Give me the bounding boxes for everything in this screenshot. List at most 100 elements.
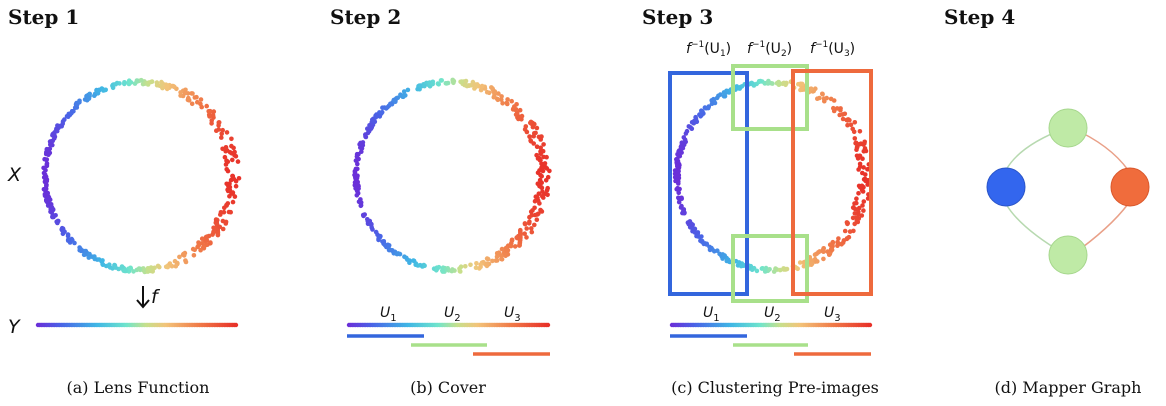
point — [699, 108, 704, 113]
point — [234, 154, 239, 159]
point — [708, 248, 713, 253]
point — [525, 130, 530, 135]
point — [51, 132, 56, 137]
point-cloud-ring-3 — [673, 79, 872, 274]
point — [683, 138, 688, 143]
point — [478, 262, 483, 267]
point — [216, 127, 221, 132]
point — [59, 124, 64, 129]
point — [192, 253, 197, 258]
point — [861, 208, 866, 213]
point — [66, 234, 71, 239]
point — [861, 189, 866, 194]
point — [547, 169, 552, 174]
point — [380, 110, 385, 115]
point — [236, 159, 241, 164]
point — [463, 82, 468, 87]
point — [493, 89, 498, 94]
mapper-graph — [987, 109, 1149, 274]
point — [131, 269, 136, 274]
point — [375, 114, 380, 119]
point — [66, 238, 71, 243]
point — [430, 82, 435, 87]
point — [128, 266, 133, 271]
point — [820, 92, 825, 97]
point — [194, 95, 199, 100]
point — [682, 143, 687, 148]
point — [459, 79, 464, 84]
point — [845, 221, 850, 226]
cover-label-u2: U2 — [444, 305, 461, 324]
point-cloud-ring-1 — [41, 78, 241, 274]
point — [529, 139, 534, 144]
point — [822, 99, 827, 104]
point — [164, 265, 169, 270]
point — [499, 94, 504, 99]
point — [232, 177, 237, 182]
point — [480, 84, 485, 89]
point — [99, 259, 104, 264]
point — [723, 91, 728, 96]
point — [223, 155, 228, 160]
cover-label-u1-step3: U1 — [703, 305, 720, 324]
point — [809, 86, 814, 91]
point — [851, 205, 856, 210]
point — [137, 266, 142, 271]
lens-point — [546, 323, 550, 327]
step-title-1: Step 1 — [8, 5, 79, 29]
point — [361, 143, 366, 148]
point — [403, 93, 408, 98]
point — [513, 244, 518, 249]
point — [69, 111, 74, 116]
point — [854, 196, 859, 201]
point — [407, 258, 412, 263]
point — [96, 88, 101, 93]
point — [53, 213, 58, 218]
point — [853, 120, 858, 125]
point — [120, 264, 125, 269]
point — [468, 263, 473, 268]
point — [174, 264, 179, 269]
point — [485, 261, 490, 266]
graph-node-left — [987, 168, 1025, 206]
point — [44, 198, 49, 203]
point — [862, 149, 867, 154]
point — [831, 106, 836, 111]
point — [842, 238, 847, 243]
point — [499, 257, 504, 262]
point — [183, 91, 188, 96]
caption-c: (c) Clustering Pre-images — [671, 378, 879, 397]
step-title-3: Step 3 — [642, 5, 713, 29]
preimage-label-u2: f−1(U2) — [747, 40, 792, 59]
point — [830, 248, 835, 253]
point — [211, 113, 216, 118]
point — [440, 268, 445, 273]
point — [463, 264, 468, 269]
point — [213, 226, 218, 231]
point — [539, 209, 544, 214]
point — [541, 142, 546, 147]
cover-label-u2-step3: U2 — [764, 305, 781, 324]
point — [702, 242, 707, 247]
point — [486, 257, 491, 262]
point — [231, 190, 236, 195]
lens-point — [868, 323, 872, 327]
point — [527, 135, 532, 140]
point — [861, 165, 866, 170]
point — [821, 248, 826, 253]
point — [828, 242, 833, 247]
point — [42, 187, 47, 192]
point — [535, 126, 540, 131]
point — [800, 86, 805, 91]
point — [422, 84, 427, 89]
point — [767, 267, 772, 272]
point — [863, 179, 868, 184]
point — [856, 210, 861, 215]
cover-label-u1: U1 — [380, 305, 397, 324]
point — [535, 217, 540, 222]
point — [195, 100, 200, 105]
point — [217, 120, 222, 125]
point — [196, 243, 201, 248]
point — [676, 149, 681, 154]
